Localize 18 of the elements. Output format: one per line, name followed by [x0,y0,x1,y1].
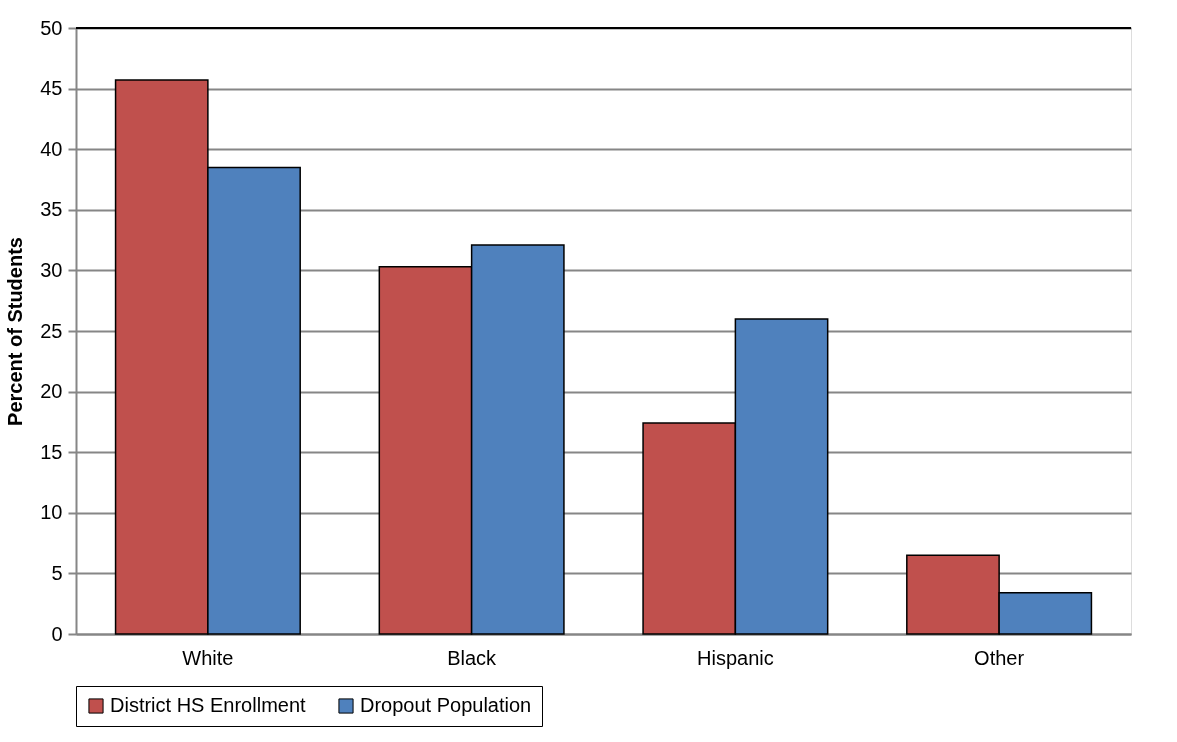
y-tick-label: 50 [40,16,63,39]
x-tick-label: Other [974,646,1025,669]
x-tick-label: Black [447,646,498,669]
y-axis-title: Percent of Students [4,237,27,426]
y-tick-label: 20 [40,380,63,403]
y-tick-label: 15 [40,440,63,463]
y-tick-label: 0 [51,622,63,645]
y-tick-label: 45 [40,77,63,100]
legend-label: Dropout Population [360,694,532,716]
y-tick-label: 35 [40,198,63,221]
x-tick-label: Hispanic [697,646,774,669]
y-tick-label: 10 [40,501,63,524]
y-tick-label: 40 [40,137,63,160]
y-tick-label: 25 [40,319,63,342]
x-tick-label: White [182,646,234,669]
y-tick-label: 30 [40,258,63,281]
y-tick-label: 5 [51,561,63,584]
legend-label: District HS Enrollment [110,694,307,716]
